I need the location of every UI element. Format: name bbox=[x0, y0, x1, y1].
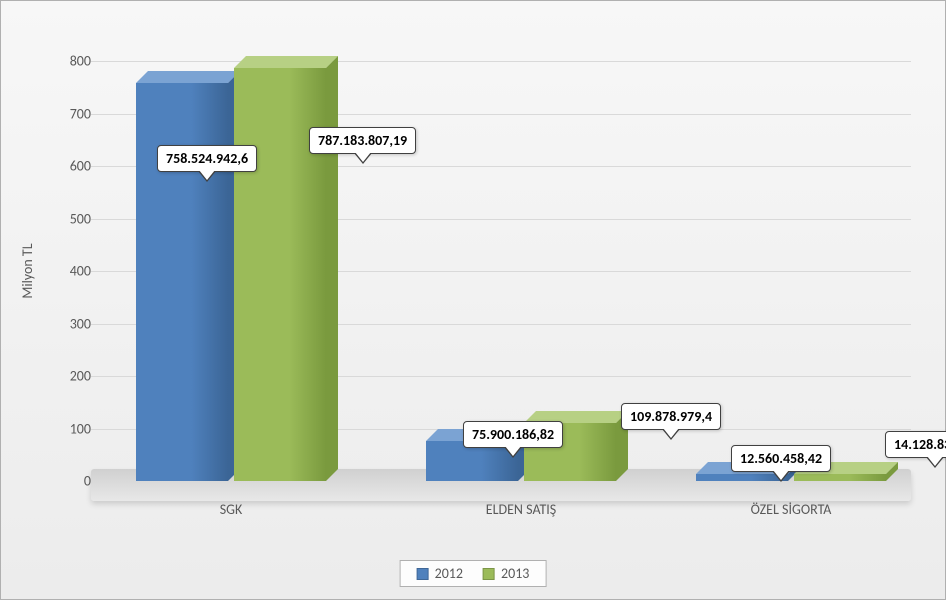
y-tick: 500 bbox=[51, 210, 91, 227]
chart-container: Milyon TL 0100200300400500600700800 SGKE… bbox=[0, 0, 946, 600]
plot-area: SGKELDEN SATIŞÖZEL SİGORTA758.524.942,67… bbox=[91, 61, 911, 481]
legend-swatch-2013 bbox=[483, 568, 495, 580]
y-axis: 0100200300400500600700800 bbox=[51, 61, 91, 481]
data-label: 75.900.186,82 bbox=[463, 421, 563, 448]
y-tick: 0 bbox=[51, 473, 91, 490]
legend-swatch-2012 bbox=[417, 568, 429, 580]
legend-item-2012: 2012 bbox=[417, 565, 463, 582]
legend-label-2012: 2012 bbox=[435, 565, 463, 582]
y-tick: 200 bbox=[51, 368, 91, 385]
data-label: 109.878.979,4 bbox=[621, 403, 721, 430]
legend: 2012 2013 bbox=[400, 560, 547, 587]
data-label: 787.183.807,19 bbox=[309, 127, 416, 154]
y-tick: 400 bbox=[51, 263, 91, 280]
y-tick: 600 bbox=[51, 158, 91, 175]
y-tick: 700 bbox=[51, 105, 91, 122]
legend-item-2013: 2013 bbox=[483, 565, 529, 582]
x-label: ÖZEL SİGORTA bbox=[691, 501, 891, 518]
y-axis-label: Milyon TL bbox=[19, 243, 36, 298]
y-tick: 300 bbox=[51, 315, 91, 332]
bar-2013-ÖZEL SİGORTA bbox=[794, 474, 886, 481]
y-tick: 100 bbox=[51, 420, 91, 437]
y-tick: 800 bbox=[51, 53, 91, 70]
legend-label-2013: 2013 bbox=[501, 565, 529, 582]
x-label: ELDEN SATIŞ bbox=[421, 501, 621, 518]
data-label: 758.524.942,6 bbox=[157, 145, 257, 172]
data-label: 12.560.458,42 bbox=[731, 445, 831, 472]
x-label: SGK bbox=[131, 501, 331, 518]
data-label: 14.128.832,56 bbox=[885, 431, 946, 458]
bar-2012-SGK bbox=[136, 83, 228, 481]
